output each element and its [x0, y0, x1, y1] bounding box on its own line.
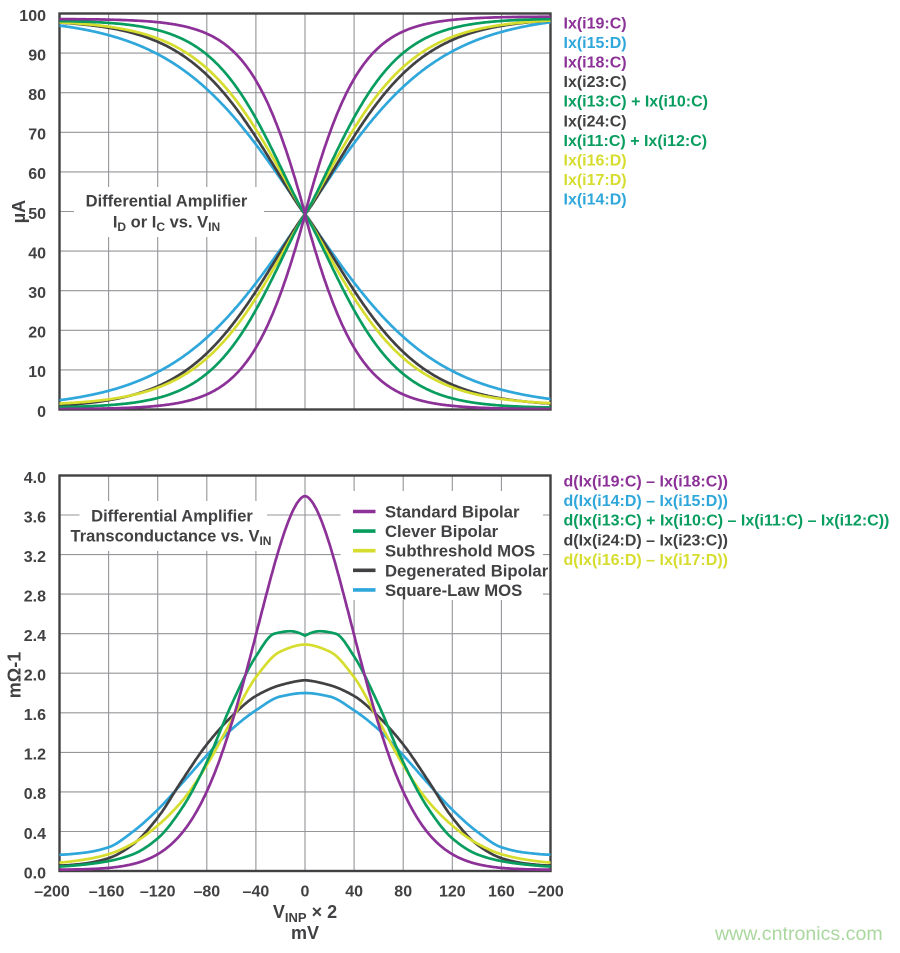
svg-text:Ix(i18:C): Ix(i18:C): [564, 55, 627, 72]
svg-text:Ix(i14:D): Ix(i14:D): [564, 191, 627, 208]
svg-text:0.4: 0.4: [24, 826, 46, 843]
svg-text:–200: –200: [34, 884, 70, 901]
svg-text:60: 60: [28, 166, 46, 183]
svg-text:mΩ-1: mΩ-1: [5, 652, 25, 698]
svg-text:–120: –120: [140, 884, 176, 901]
svg-text:d(Ix(i14:D) – Ix(i15:D)): d(Ix(i14:D) – Ix(i15:D)): [564, 493, 728, 510]
svg-text:d(Ix(i19:C) – Ix(i18:C)): d(Ix(i19:C) – Ix(i18:C)): [564, 474, 728, 491]
svg-text:Standard Bipolar: Standard Bipolar: [385, 503, 520, 522]
svg-text:40: 40: [28, 245, 46, 262]
svg-text:–200: –200: [528, 884, 564, 901]
svg-text:0.8: 0.8: [24, 786, 46, 803]
svg-text:mV: mV: [291, 923, 319, 943]
svg-text:Ix(i15:D): Ix(i15:D): [564, 35, 627, 52]
svg-text:40: 40: [345, 884, 363, 901]
svg-text:d(Ix(i16:D) – Ix(i17:D)): d(Ix(i16:D) – Ix(i17:D)): [564, 552, 728, 569]
svg-text:3.6: 3.6: [24, 509, 46, 526]
svg-text:2.0: 2.0: [24, 668, 46, 685]
svg-text:0: 0: [301, 884, 310, 901]
svg-text:1.6: 1.6: [24, 707, 46, 724]
svg-text:Ix(i16:D): Ix(i16:D): [564, 152, 627, 169]
svg-text:80: 80: [28, 87, 46, 104]
svg-text:d(Ix(i13:C) + Ix(i10:C) – Ix(i: d(Ix(i13:C) + Ix(i10:C) – Ix(i11:C) – Ix…: [564, 513, 890, 530]
svg-text:2.4: 2.4: [24, 628, 46, 645]
svg-text:0.0: 0.0: [24, 865, 46, 882]
svg-text:–80: –80: [193, 884, 220, 901]
svg-text:80: 80: [394, 884, 412, 901]
svg-text:120: 120: [439, 884, 466, 901]
svg-text:1.2: 1.2: [24, 747, 46, 764]
svg-text:100: 100: [19, 8, 46, 25]
svg-text:www.cntronics.com: www.cntronics.com: [714, 923, 883, 945]
svg-text:Ix(i23:C): Ix(i23:C): [564, 74, 627, 91]
svg-text:Ix(i17:D): Ix(i17:D): [564, 172, 627, 189]
svg-text:ID or IC vs. VIN: ID or IC vs. VIN: [113, 214, 220, 235]
svg-text:µA: µA: [9, 200, 29, 223]
svg-text:30: 30: [28, 285, 46, 302]
svg-text:Differential Amplifier: Differential Amplifier: [91, 508, 253, 526]
svg-text:Ix(i19:C): Ix(i19:C): [564, 16, 627, 33]
svg-text:d(Ix(i24:D) – Ix(i23:C)): d(Ix(i24:D) – Ix(i23:C)): [564, 532, 728, 549]
svg-text:Differential Amplifier: Differential Amplifier: [86, 193, 248, 211]
svg-text:10: 10: [28, 364, 46, 381]
svg-text:70: 70: [28, 127, 46, 144]
svg-text:3.2: 3.2: [24, 549, 46, 566]
svg-text:–160: –160: [89, 884, 125, 901]
svg-text:Ix(i11:C) + Ix(i12:C): Ix(i11:C) + Ix(i12:C): [564, 133, 708, 150]
svg-text:–40: –40: [243, 884, 270, 901]
svg-text:90: 90: [28, 47, 46, 64]
svg-text:Clever Bipolar: Clever Bipolar: [385, 522, 499, 541]
svg-text:2.8: 2.8: [24, 588, 46, 605]
svg-text:Ix(i13:C) + Ix(i10:C): Ix(i13:C) + Ix(i10:C): [564, 94, 708, 111]
svg-text:Degenerated Bipolar: Degenerated Bipolar: [385, 561, 549, 580]
svg-text:Ix(i24:C): Ix(i24:C): [564, 113, 627, 130]
svg-text:Transconductance vs. VIN: Transconductance vs. VIN: [71, 528, 272, 549]
svg-text:0: 0: [37, 404, 46, 421]
svg-text:50: 50: [28, 206, 46, 223]
svg-text:4.0: 4.0: [24, 470, 46, 487]
svg-text:Square-Law MOS: Square-Law MOS: [385, 581, 522, 600]
svg-text:20: 20: [28, 325, 46, 342]
svg-text:Subthreshold MOS: Subthreshold MOS: [385, 542, 535, 561]
svg-text:160: 160: [488, 884, 515, 901]
